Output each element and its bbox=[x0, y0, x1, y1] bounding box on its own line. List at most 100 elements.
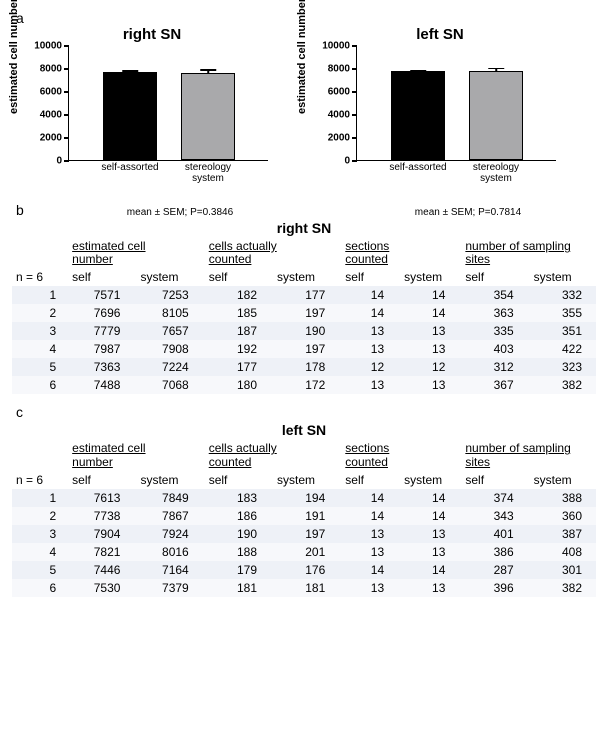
table-cell: 335 bbox=[459, 322, 527, 340]
table-cell: 13 bbox=[398, 340, 459, 358]
sub-header: self bbox=[66, 268, 134, 286]
table-cell: 13 bbox=[339, 340, 398, 358]
table-cell: 3 bbox=[12, 525, 66, 543]
y-tick-label: 2000 bbox=[328, 133, 357, 144]
error-bar bbox=[129, 70, 131, 73]
sub-header: self bbox=[459, 268, 527, 286]
x-category-label: stereology system bbox=[457, 160, 535, 184]
table-cell: 13 bbox=[398, 322, 459, 340]
table-cell: 186 bbox=[203, 507, 271, 525]
error-cap bbox=[200, 69, 216, 71]
table-header-groups: estimated cellnumbercells actuallycounte… bbox=[12, 238, 596, 268]
x-category-label: stereology system bbox=[169, 160, 247, 184]
plot-area: 0200040006000800010000self-assortedstere… bbox=[68, 46, 268, 161]
table-row: 2769681051851971414363355 bbox=[12, 304, 596, 322]
table-row: 6753073791811811313396382 bbox=[12, 579, 596, 597]
y-tick-label: 6000 bbox=[328, 87, 357, 98]
table-cell: 7613 bbox=[66, 489, 134, 507]
table-cell: 14 bbox=[339, 286, 398, 304]
sub-header: system bbox=[398, 268, 459, 286]
table-cell: 8016 bbox=[134, 543, 202, 561]
table-row: 5736372241771781212312323 bbox=[12, 358, 596, 376]
table-cell: 13 bbox=[339, 543, 398, 561]
error-bar bbox=[207, 69, 209, 74]
table-cell: 191 bbox=[271, 507, 339, 525]
plot-area: 0200040006000800010000self-assortedstere… bbox=[356, 46, 556, 161]
table-cell: 1 bbox=[12, 489, 66, 507]
table-cell: 3 bbox=[12, 322, 66, 340]
table-cell: 181 bbox=[203, 579, 271, 597]
error-bar bbox=[495, 68, 497, 73]
table-cell: 7363 bbox=[66, 358, 134, 376]
panel-c-label: c bbox=[16, 404, 596, 420]
sub-header: self bbox=[203, 471, 271, 489]
table-cell: 187 bbox=[203, 322, 271, 340]
table-cell: 7379 bbox=[134, 579, 202, 597]
table-cell: 13 bbox=[398, 525, 459, 543]
table-cell: 374 bbox=[459, 489, 527, 507]
table-cell: 363 bbox=[459, 304, 527, 322]
y-tick-label: 0 bbox=[56, 156, 69, 167]
table-cell: 197 bbox=[271, 304, 339, 322]
x-category-label: self-assorted bbox=[379, 160, 457, 173]
table-cell: 177 bbox=[203, 358, 271, 376]
table-cell: 194 bbox=[271, 489, 339, 507]
column-group-header: estimated cellnumber bbox=[66, 238, 203, 268]
table-cell: 172 bbox=[271, 376, 339, 394]
error-cap bbox=[410, 70, 426, 72]
table-cell: 7987 bbox=[66, 340, 134, 358]
table-c: estimated cellnumbercells actuallycounte… bbox=[12, 440, 596, 596]
y-tick-label: 2000 bbox=[40, 133, 69, 144]
sub-header: system bbox=[528, 471, 596, 489]
table-cell: 388 bbox=[528, 489, 596, 507]
table-cell: 7657 bbox=[134, 322, 202, 340]
table-cell: 422 bbox=[528, 340, 596, 358]
table-cell: 14 bbox=[339, 489, 398, 507]
table-row: 1761378491831941414374388 bbox=[12, 489, 596, 507]
sub-header: system bbox=[134, 268, 202, 286]
y-axis-label: estimated cell number bbox=[296, 0, 308, 114]
table-cell: 14 bbox=[398, 489, 459, 507]
column-group-header: number of samplingsites bbox=[459, 440, 596, 470]
table-cell: 301 bbox=[528, 561, 596, 579]
column-group-header: number of samplingsites bbox=[459, 238, 596, 268]
column-group-header: estimated cellnumber bbox=[66, 440, 203, 470]
table-cell: 179 bbox=[203, 561, 271, 579]
table-header-sub: n = 6selfsystemselfsystemselfsystemselfs… bbox=[12, 268, 596, 286]
table-cell: 386 bbox=[459, 543, 527, 561]
error-bar bbox=[417, 70, 419, 73]
table-cell: 382 bbox=[528, 376, 596, 394]
table-cell: 197 bbox=[271, 525, 339, 543]
chart-right-sn: right SNestimated cell number02000400060… bbox=[12, 26, 292, 196]
table-cell: 180 bbox=[203, 376, 271, 394]
table-cell: 6 bbox=[12, 579, 66, 597]
table-cell: 408 bbox=[528, 543, 596, 561]
table-cell: 197 bbox=[271, 340, 339, 358]
table-row: 1757172531821771414354332 bbox=[12, 286, 596, 304]
table-cell: 13 bbox=[398, 543, 459, 561]
table-c-title: left SN bbox=[12, 422, 596, 438]
bar bbox=[469, 71, 523, 160]
table-b: estimated cellnumbercells actuallycounte… bbox=[12, 238, 596, 394]
table-cell: 13 bbox=[398, 376, 459, 394]
table-cell: 13 bbox=[398, 579, 459, 597]
y-tick-label: 10000 bbox=[34, 41, 69, 52]
table-cell: 14 bbox=[339, 561, 398, 579]
table-cell: 382 bbox=[528, 579, 596, 597]
n-label: n = 6 bbox=[12, 471, 66, 489]
table-cell: 5 bbox=[12, 561, 66, 579]
table-cell: 7164 bbox=[134, 561, 202, 579]
table-row: 4798779081921971313403422 bbox=[12, 340, 596, 358]
table-cell: 403 bbox=[459, 340, 527, 358]
column-group-header: cells actuallycounted bbox=[203, 440, 340, 470]
column-group-header: cells actuallycounted bbox=[203, 238, 340, 268]
table-cell: 13 bbox=[339, 579, 398, 597]
table-cell: 12 bbox=[398, 358, 459, 376]
column-group-header: sectionscounted bbox=[339, 440, 459, 470]
table-cell: 13 bbox=[339, 525, 398, 543]
table-cell: 8105 bbox=[134, 304, 202, 322]
table-cell: 14 bbox=[339, 507, 398, 525]
sub-header: system bbox=[398, 471, 459, 489]
table-row: 3790479241901971313401387 bbox=[12, 525, 596, 543]
y-tick-label: 8000 bbox=[328, 64, 357, 75]
